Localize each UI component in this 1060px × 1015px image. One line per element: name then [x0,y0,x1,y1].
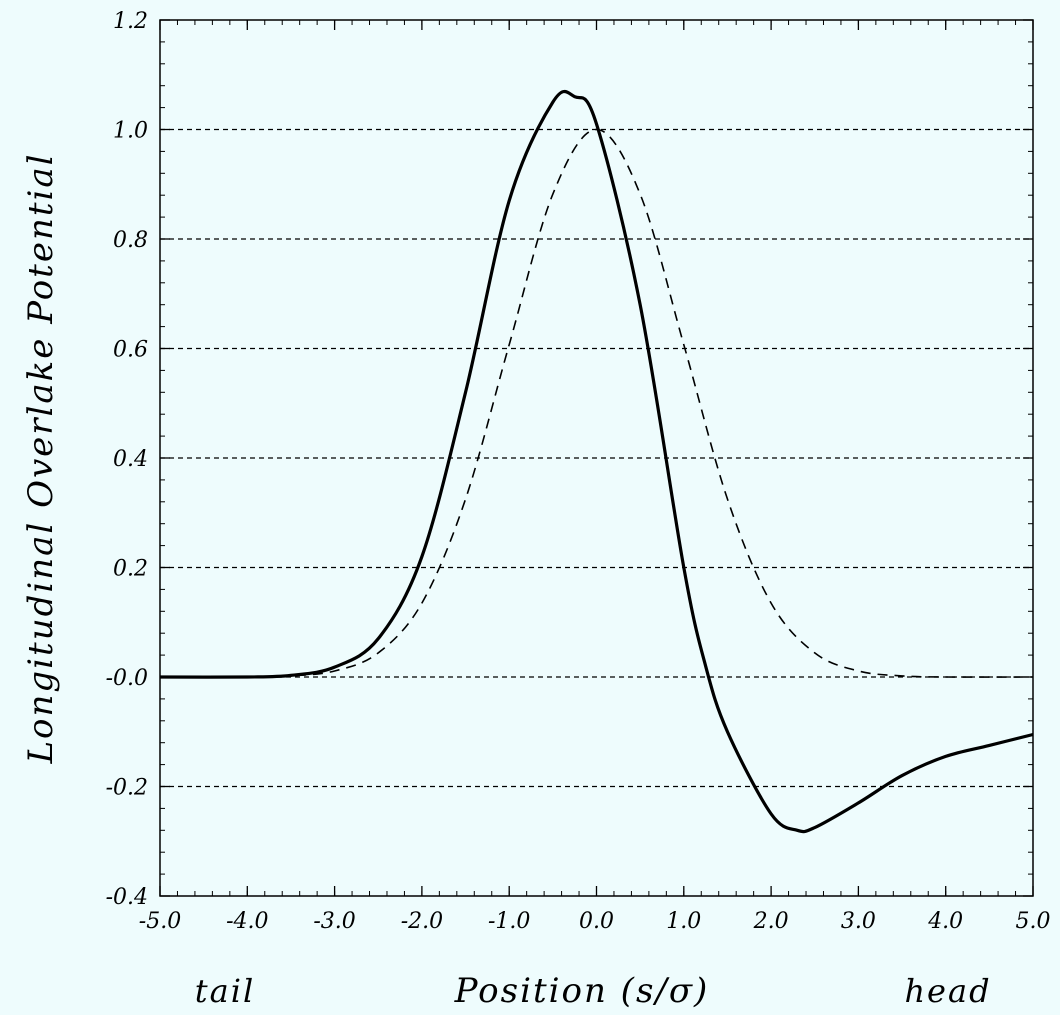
y-tick-label: 0.2 [113,557,148,582]
head-label: head [904,972,991,1010]
x-tick-label: 3.0 [841,909,876,934]
y-tick-label: 0.6 [113,338,148,363]
y-tick-label: 1.0 [113,119,148,144]
x-tick-label: 4.0 [927,909,963,934]
y-axis-label: Longitudinal Overlake Potential [21,152,61,764]
x-tick-label: -1.0 [488,909,530,934]
y-tick-label: 0.4 [113,447,148,472]
y-tick-label: -0.0 [106,666,148,691]
x-tick-labels: -5.0 -4.0 -3.0 -2.0 -1.0 0.0 1.0 2.0 3.0 4.0 5.0 [139,909,1051,934]
grid-lines [160,128,1033,788]
x-tick-label: 2.0 [753,909,789,934]
x-tick-label: 1.0 [666,909,701,934]
y-tick-label: -0.4 [106,885,148,910]
y-tick-labels: -0.4 -0.2 -0.0 0.2 0.4 0.6 0.8 1.0 1.2 [106,9,148,910]
x-axis-label: Position (s/σ) [454,971,710,1011]
x-tick-label: -3.0 [313,909,355,934]
y-tick-label: -0.2 [106,776,148,801]
tail-label: tail [195,972,255,1010]
y-tick-label: 1.2 [113,9,148,34]
x-tick-label: -5.0 [139,909,181,934]
x-tick-label: -4.0 [226,909,268,934]
x-tick-label: 0.0 [579,909,614,934]
minor-ticks [159,19,1034,897]
x-tick-label: -2.0 [401,909,443,934]
series-line-solid [159,89,1034,834]
x-tick-label: 5.0 [1016,909,1051,934]
series-line-dashed [159,128,1034,678]
series-lines [159,89,1034,834]
y-tick-label: 0.8 [113,228,148,253]
